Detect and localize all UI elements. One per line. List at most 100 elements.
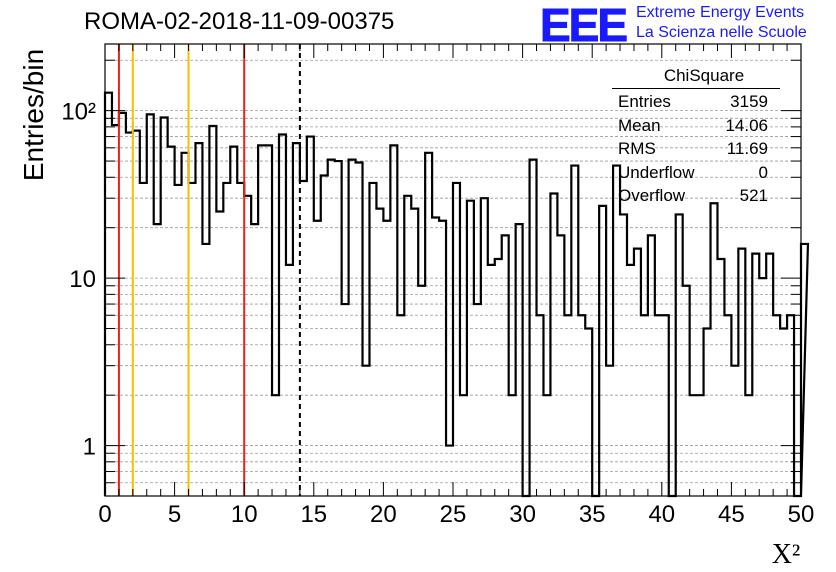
histogram-bin: [683, 286, 690, 496]
histogram-bin: [425, 153, 432, 496]
histogram-bin: [564, 315, 571, 496]
histogram-bin: [307, 137, 314, 496]
histogram-bin: [620, 214, 627, 496]
histogram-bin: [571, 166, 578, 496]
stats-row: Underflow 0: [612, 163, 780, 187]
x-tick-label: 30: [509, 501, 536, 528]
histogram-bin: [411, 209, 418, 496]
stats-label: Overflow: [618, 186, 686, 205]
stats-title: ChiSquare: [663, 66, 745, 85]
stats-row: RMS 11.69: [612, 139, 780, 163]
histogram-bin: [460, 395, 467, 496]
histogram-bin: [265, 145, 272, 496]
histogram-bin: [801, 244, 808, 496]
histogram-bin: [634, 249, 641, 496]
histogram-bin: [335, 161, 342, 496]
histogram-bin: [237, 183, 244, 496]
histogram-bin: [641, 315, 648, 496]
histogram-bin: [258, 145, 265, 496]
stats-label: Entries: [618, 92, 671, 111]
histogram-bin: [773, 315, 780, 496]
stats-row: Overflow 521: [612, 186, 780, 210]
histogram-bin: [189, 183, 196, 496]
histogram-bin: [613, 166, 620, 496]
histogram-bin: [474, 304, 481, 496]
x-tick-label: 20: [370, 501, 397, 528]
histogram-bin: [585, 329, 592, 496]
histogram-bin: [342, 304, 349, 496]
histogram-bin: [286, 265, 293, 496]
histogram-bin: [543, 395, 550, 496]
histogram-bin: [369, 183, 376, 496]
histogram-bin: [397, 315, 404, 496]
histogram-bin: [502, 235, 509, 496]
reference-lines: [117, 44, 301, 496]
histogram-bin: [126, 133, 133, 496]
eee-logo: EEE: [539, 0, 628, 51]
x-tick-label: 15: [300, 501, 327, 528]
histogram-bin: [557, 235, 564, 496]
histogram-bin: [697, 395, 704, 496]
tick-labels: 0 5 10 15 20 25 30 35 40 45 50 1 10 10²: [61, 99, 814, 528]
histogram-bin: [161, 118, 168, 496]
histogram-bin: [495, 259, 502, 496]
histogram-bin: [704, 329, 711, 496]
stats-label: RMS: [618, 139, 656, 158]
x-tick-label: 5: [168, 501, 181, 528]
histogram-bin: [404, 196, 411, 496]
histogram-bin: [133, 131, 140, 496]
histogram-bin: [578, 315, 585, 496]
histogram-bin: [418, 286, 425, 496]
histogram-bin: [745, 395, 752, 496]
stats-box: ChiSquare Entries 3159 Mean 14.06 RMS 11.69 Un…: [612, 66, 780, 210]
histogram-bin: [293, 143, 300, 496]
tick-marks: [104, 44, 802, 497]
stats-row: Mean 14.06: [612, 116, 780, 140]
histogram-bin: [223, 183, 230, 496]
chart-title: ROMA-02-2018-11-09-00375: [84, 8, 395, 35]
histogram-bin: [717, 259, 724, 496]
histogram-bin: [175, 185, 182, 496]
histogram-bin: [439, 221, 446, 496]
stats-value: 14.06: [725, 115, 768, 135]
histogram-bin: [244, 196, 251, 496]
histogram-bin: [321, 175, 328, 496]
histogram-bin: [314, 221, 321, 496]
histogram-bin: [606, 366, 613, 496]
histogram-bin: [599, 206, 606, 496]
stats-divider: [612, 88, 780, 89]
histogram-bin: [251, 224, 258, 496]
stats-value: 521: [739, 186, 768, 205]
histogram-bin: [738, 249, 745, 496]
histogram-bin: [537, 315, 544, 496]
histogram-bin: [328, 160, 335, 496]
x-tick-label: 45: [718, 501, 745, 528]
histogram-bin: [516, 224, 523, 496]
x-tick-label: 40: [648, 501, 675, 528]
histogram-bin: [383, 221, 390, 496]
histogram-bin: [154, 224, 161, 496]
histogram-bin: [662, 315, 669, 496]
histogram-bin: [655, 315, 662, 496]
x-tick-label: 50: [788, 501, 815, 528]
histogram-bin: [112, 125, 119, 496]
histogram-bin: [195, 143, 202, 496]
histogram-bin: [509, 395, 516, 496]
histogram-bin: [168, 147, 175, 496]
histogram-bin: [453, 183, 460, 496]
stats-label: Underflow: [618, 162, 695, 182]
histogram-bin: [711, 203, 718, 496]
histogram-bin: [752, 254, 759, 496]
histogram-bin: [550, 194, 557, 496]
histogram-bin: [467, 201, 474, 496]
histogram-bin: [209, 126, 216, 496]
histogram-bin: [676, 214, 683, 496]
histogram-bin: [363, 366, 370, 496]
histogram-bin: [182, 153, 189, 496]
y-axis-label: Entries/bin: [18, 48, 49, 182]
y-tick-label: 1: [83, 434, 96, 461]
histogram-bin: [690, 395, 697, 496]
histogram-line: [103, 91, 810, 498]
x-tick-label: 35: [579, 501, 606, 528]
